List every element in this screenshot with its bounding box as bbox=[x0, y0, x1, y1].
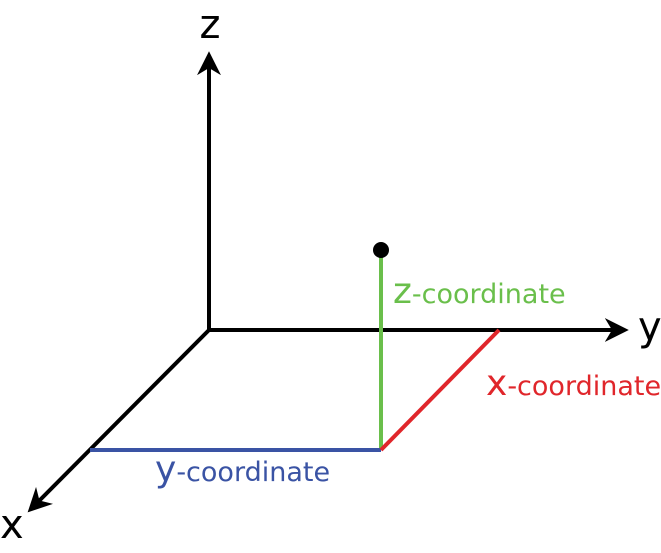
z-coordinate-label: z-coordinate bbox=[393, 271, 566, 312]
suffix: -coordinate bbox=[176, 457, 330, 488]
letter: y bbox=[155, 449, 176, 490]
z-axis-label: z bbox=[200, 2, 221, 48]
y-axis-label: y bbox=[638, 304, 661, 350]
axes bbox=[27, 51, 629, 513]
x-axis-label: x bbox=[0, 502, 24, 548]
suffix: -coordinate bbox=[507, 371, 661, 402]
suffix: -coordinate bbox=[412, 279, 566, 310]
x-axis bbox=[27, 328, 211, 513]
x-line bbox=[379, 328, 501, 452]
letter: z bbox=[393, 271, 412, 312]
point bbox=[373, 242, 389, 258]
letter: x bbox=[486, 363, 507, 404]
y-coordinate-label: y-coordinate bbox=[155, 449, 330, 490]
x-coordinate-label: x-coordinate bbox=[486, 363, 661, 404]
